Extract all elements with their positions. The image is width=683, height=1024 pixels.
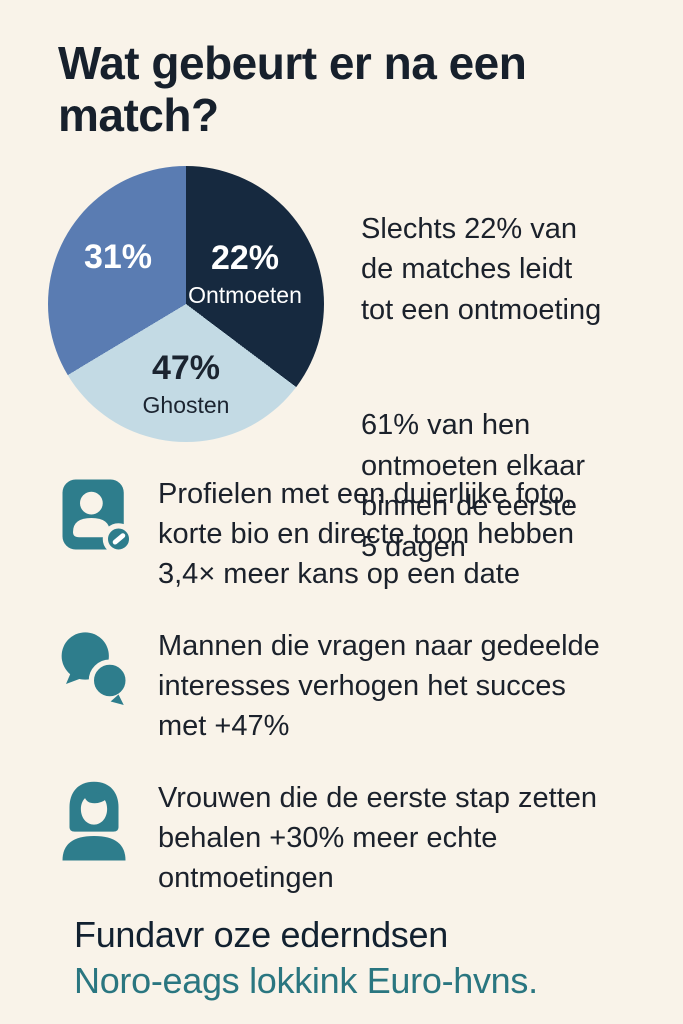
fact-row-women: Vrouwen die de eerste stap zetten behale… xyxy=(52,776,652,898)
chat-bubbles-icon xyxy=(52,624,136,716)
fact-row-men: Mannen die vragen naar gedeelde interess… xyxy=(52,624,652,746)
stat-matches-meeting: Slechts 22% van de matches leidt tot een… xyxy=(361,212,602,326)
footer-org-line: Noro-eags lokkink Euro-hvns. xyxy=(74,960,538,1002)
woman-icon xyxy=(52,776,136,868)
pie-slice-label-ontmoeten: 22% Ontmoeten xyxy=(188,241,302,307)
fact-text-profile: Profielen met een duierlijke foto, korte… xyxy=(158,478,574,591)
pie-slice-label-31: 31% xyxy=(84,240,152,274)
pie-slice-name: Ghosten xyxy=(142,392,230,418)
pie-slice-value: 47% xyxy=(151,349,221,387)
pie-slice-value: 22% xyxy=(210,239,280,277)
pie-slice-name: Ontmoeten xyxy=(188,282,302,308)
footer: Fundavr oze ederndsen Noro-eags lokkink … xyxy=(74,912,654,1004)
page-title: Wat gebeurt er na een match? xyxy=(58,37,527,141)
footer-source-line: Fundavr oze ederndsen xyxy=(74,914,448,955)
pie-slice-value: 31% xyxy=(83,238,153,276)
stat-meet-within-days: 61% van hen ontmoeten elkaar binnen de e… xyxy=(361,408,586,563)
pie-slice-label-ghosten: 47% Ghosten xyxy=(143,351,230,417)
pie-chart: 31% 22% Ontmoeten 47% Ghosten xyxy=(48,166,324,442)
fact-row-profile: Profielen met een duierlijke foto, korte… xyxy=(52,472,652,594)
fact-list: Profielen met een duierlijke foto, korte… xyxy=(52,472,652,928)
profile-card-edit-icon xyxy=(52,472,136,564)
stats-column: Slechts 22% van de matches leidt tot een… xyxy=(361,168,671,608)
fact-text-men: Mannen die vragen naar gedeelde interess… xyxy=(158,630,600,743)
fact-text-women: Vrouwen die de eerste stap zetten behale… xyxy=(158,782,598,895)
